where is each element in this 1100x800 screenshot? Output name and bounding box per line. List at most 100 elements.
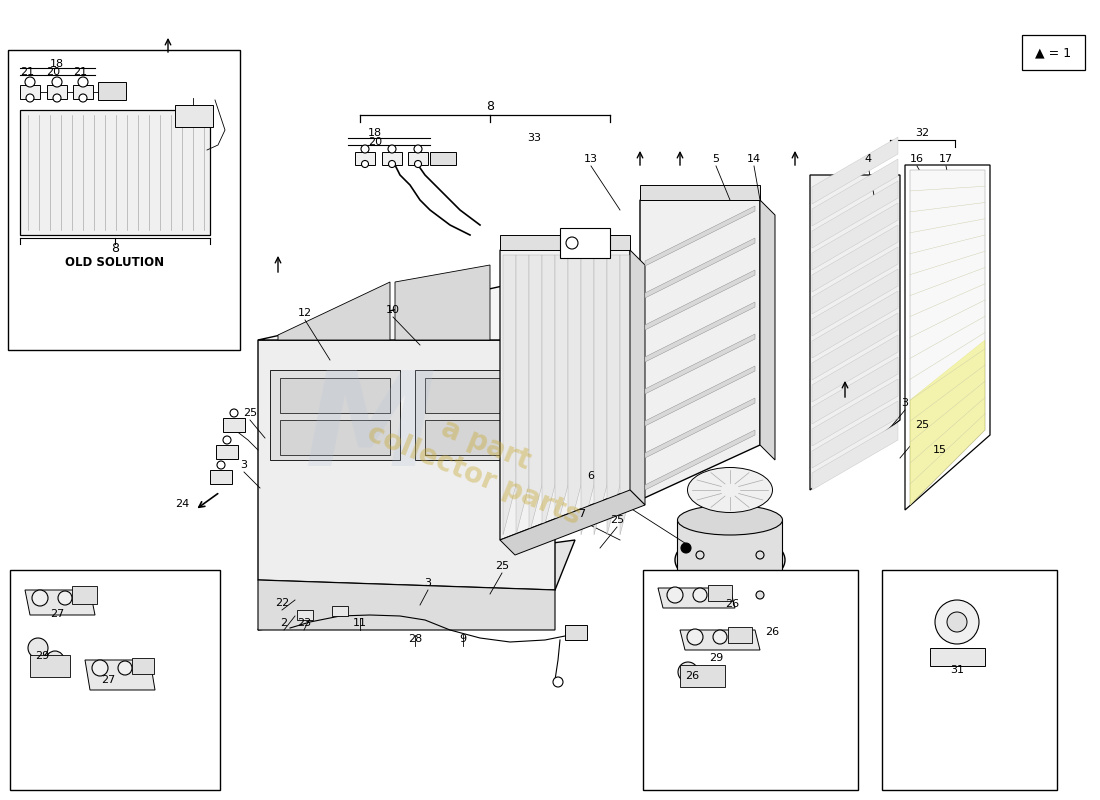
Polygon shape xyxy=(607,255,620,535)
Circle shape xyxy=(688,629,703,645)
Circle shape xyxy=(553,677,563,687)
Bar xyxy=(20,110,210,235)
Bar xyxy=(8,50,240,350)
Circle shape xyxy=(681,543,691,553)
Text: 8: 8 xyxy=(486,101,494,114)
Polygon shape xyxy=(630,250,645,505)
Text: 2: 2 xyxy=(280,618,287,628)
Polygon shape xyxy=(812,335,898,402)
Text: 17: 17 xyxy=(939,154,953,164)
Bar xyxy=(560,228,610,258)
Bar xyxy=(332,606,348,616)
Polygon shape xyxy=(680,630,760,650)
Polygon shape xyxy=(581,255,594,535)
Text: 3: 3 xyxy=(425,578,431,588)
Polygon shape xyxy=(500,250,630,540)
Bar xyxy=(408,152,428,165)
Bar xyxy=(47,85,67,99)
Polygon shape xyxy=(645,206,755,266)
Polygon shape xyxy=(812,357,898,424)
Circle shape xyxy=(118,661,132,675)
Polygon shape xyxy=(556,255,568,535)
Polygon shape xyxy=(760,200,775,460)
Text: 21: 21 xyxy=(73,67,87,77)
Polygon shape xyxy=(658,588,735,608)
Circle shape xyxy=(756,551,764,559)
Text: 26: 26 xyxy=(725,599,739,609)
Circle shape xyxy=(46,651,64,669)
Polygon shape xyxy=(645,398,755,458)
Circle shape xyxy=(756,591,764,599)
Polygon shape xyxy=(500,235,630,250)
Text: 27: 27 xyxy=(50,609,64,619)
Bar xyxy=(565,625,587,640)
Circle shape xyxy=(92,660,108,676)
Bar xyxy=(72,586,97,604)
Circle shape xyxy=(696,551,704,559)
Text: 29: 29 xyxy=(35,651,50,661)
Text: 13: 13 xyxy=(584,154,598,164)
Text: 26: 26 xyxy=(685,671,700,681)
Polygon shape xyxy=(258,580,556,630)
Polygon shape xyxy=(640,200,760,500)
Bar xyxy=(728,627,752,643)
Bar xyxy=(175,105,213,127)
Circle shape xyxy=(32,590,48,606)
Text: 25: 25 xyxy=(915,420,930,430)
Text: 28: 28 xyxy=(408,634,422,644)
Polygon shape xyxy=(812,247,898,314)
Polygon shape xyxy=(258,270,575,340)
Text: 20: 20 xyxy=(46,67,60,77)
Bar xyxy=(280,378,390,413)
Ellipse shape xyxy=(675,533,785,587)
Polygon shape xyxy=(25,590,95,615)
Text: 6: 6 xyxy=(587,471,594,481)
Polygon shape xyxy=(568,255,581,535)
Text: 18: 18 xyxy=(50,59,64,69)
Circle shape xyxy=(696,591,704,599)
Ellipse shape xyxy=(688,467,772,513)
Circle shape xyxy=(414,145,422,153)
Circle shape xyxy=(28,638,48,658)
Text: 26: 26 xyxy=(764,627,779,637)
Polygon shape xyxy=(812,225,898,292)
Circle shape xyxy=(702,667,718,683)
Circle shape xyxy=(223,436,231,444)
Text: 3: 3 xyxy=(241,460,248,470)
Polygon shape xyxy=(905,165,990,510)
Circle shape xyxy=(79,94,87,102)
Text: 10: 10 xyxy=(386,305,400,315)
Circle shape xyxy=(667,587,683,603)
Bar xyxy=(355,152,375,165)
Polygon shape xyxy=(85,660,155,690)
Polygon shape xyxy=(812,423,898,490)
Bar xyxy=(930,648,984,666)
Bar xyxy=(30,655,70,677)
Polygon shape xyxy=(395,265,490,340)
Text: 16: 16 xyxy=(910,154,924,164)
Polygon shape xyxy=(516,255,529,535)
Bar xyxy=(210,470,232,484)
Circle shape xyxy=(678,662,698,682)
Text: 25: 25 xyxy=(243,408,257,418)
Text: 32: 32 xyxy=(915,128,930,138)
Polygon shape xyxy=(542,255,556,535)
Bar xyxy=(415,370,544,460)
Circle shape xyxy=(52,77,62,87)
Polygon shape xyxy=(812,137,898,204)
Circle shape xyxy=(693,588,707,602)
Polygon shape xyxy=(640,185,760,200)
Circle shape xyxy=(947,612,967,632)
Text: 25: 25 xyxy=(609,515,624,525)
Text: 21: 21 xyxy=(20,67,34,77)
Bar xyxy=(425,420,535,455)
Text: 14: 14 xyxy=(747,154,761,164)
Text: OLD SOLUTION: OLD SOLUTION xyxy=(65,257,165,270)
Polygon shape xyxy=(910,340,984,505)
Text: ▲ = 1: ▲ = 1 xyxy=(1035,46,1071,59)
Polygon shape xyxy=(594,255,607,535)
Polygon shape xyxy=(645,238,755,298)
Text: 11: 11 xyxy=(353,618,367,628)
Bar xyxy=(644,570,858,790)
Circle shape xyxy=(26,94,34,102)
